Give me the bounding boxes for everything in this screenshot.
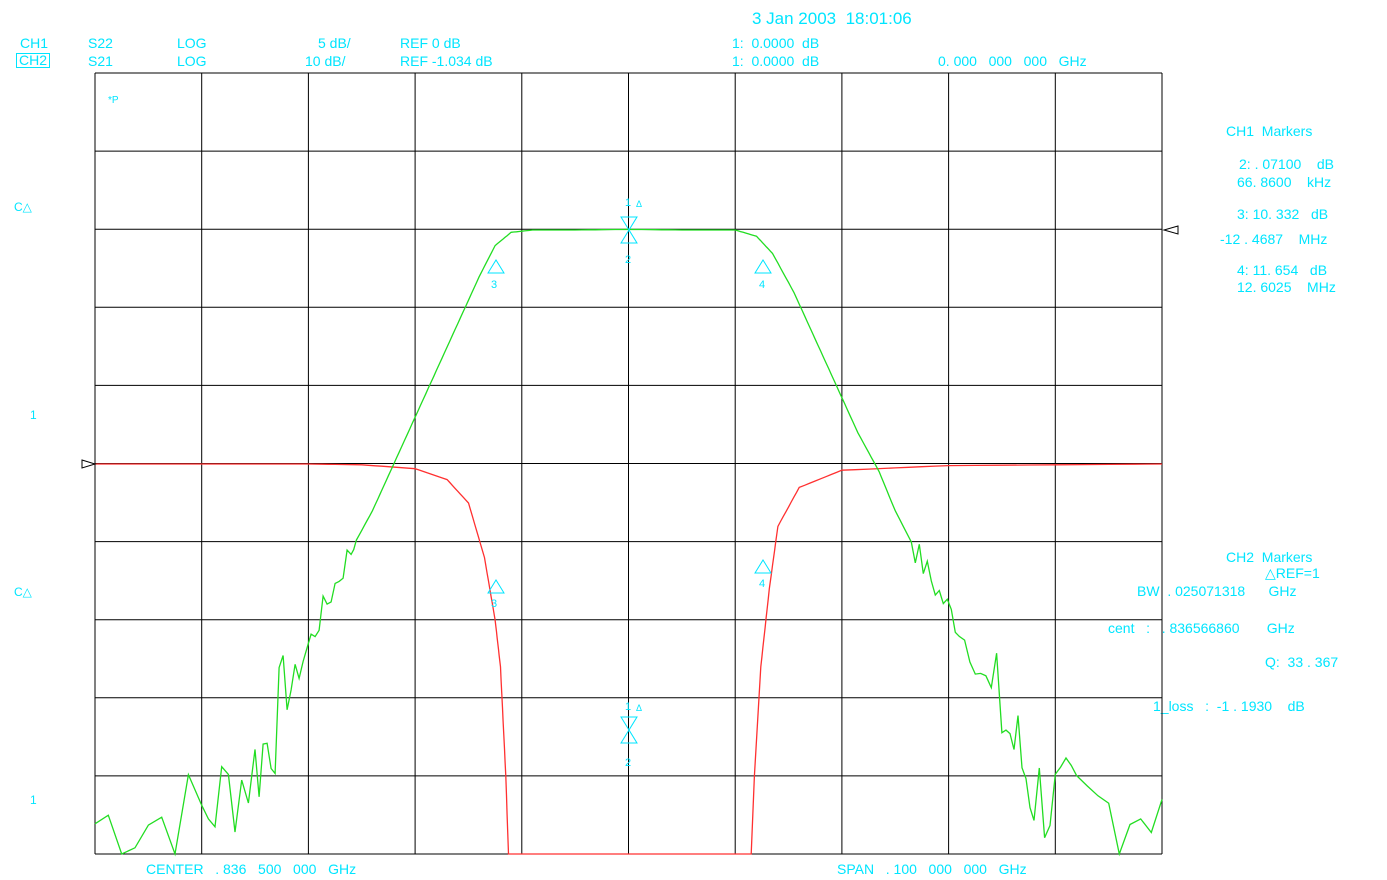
- left-label-c-bottom: C△: [14, 585, 32, 599]
- marker-1-s22-delta: Δ: [636, 703, 642, 713]
- footer-center-frequency: CENTER . 836 500 000 GHz: [146, 861, 357, 877]
- marker-3-s21-label: 3: [491, 279, 497, 291]
- marker-1-s21-delta: Δ: [636, 199, 642, 209]
- marker-4-s21-label: 4: [759, 279, 765, 291]
- ch2-delta-ref: △REF=1: [1265, 565, 1320, 581]
- footer-span: SPAN . 100 000 000 GHz: [837, 861, 1027, 877]
- ch2-bandwidth: BW . 025071318 GHz: [1137, 583, 1297, 599]
- marker-1-s21-label: 1: [625, 197, 631, 209]
- ch2-insertion-loss: 1_loss : -1 . 1930 dB: [1153, 698, 1305, 714]
- left-label-c-top: C△: [14, 200, 32, 214]
- ch2-label[interactable]: CH2: [16, 53, 51, 68]
- ch1-scale: 5 dB/: [318, 35, 351, 51]
- marker-1-s22-label: 1: [625, 701, 631, 713]
- marker-4-s22-icon: [754, 559, 772, 574]
- ch2-reference-pointer: [1162, 225, 1179, 235]
- ch2-q-factor: Q: 33 . 367: [1265, 654, 1339, 670]
- ch1-label[interactable]: CH1: [20, 35, 49, 51]
- marker-2-s22-label: 2: [625, 757, 631, 769]
- ch1-marker-2-frequency: 66. 8600 kHz: [1237, 174, 1332, 190]
- left-label-1-top: 1: [30, 408, 37, 422]
- ch1-parameter: S22: [88, 35, 113, 51]
- ch1-marker-2-value: 2: . 07100 dB: [1239, 156, 1334, 172]
- ch2-format: LOG: [177, 53, 207, 69]
- marker-3-s22-label: 3: [491, 598, 497, 610]
- ch2-marker-frequency: 0. 000 000 000 GHz: [938, 53, 1087, 69]
- ch1-format: LOG: [177, 35, 207, 51]
- ch2-center: cent : . 836566860 GHz: [1108, 620, 1295, 636]
- marker-4-s21-icon: [754, 259, 772, 274]
- ch2-reference: REF -1.034 dB: [400, 53, 493, 69]
- ch2-markers-title: CH2 Markers: [1226, 549, 1313, 565]
- marker-2-s22-icon: [620, 729, 638, 744]
- ch1-marker-3-frequency: -12 . 4687 MHz: [1220, 231, 1328, 247]
- ch1-reference: REF 0 dB: [400, 35, 461, 51]
- left-label-1-bottom: 1: [30, 793, 37, 807]
- ch1-marker-4-frequency: 12. 6025 MHz: [1237, 279, 1336, 295]
- ch1-markers-title: CH1 Markers: [1226, 123, 1313, 139]
- datetime: 3 Jan 2003 18:01:06: [752, 9, 912, 28]
- ch2-marker-readout: 1: 0.0000 dB: [732, 53, 820, 69]
- trace-s22: [95, 463, 1163, 855]
- ch1-marker-readout: 1: 0.0000 dB: [732, 35, 820, 51]
- marker-2-s21-label: 2: [625, 254, 631, 266]
- marker-2-s21-icon: [620, 229, 638, 244]
- marker-1-s21-icon: [620, 216, 638, 231]
- marker-4-s22-label: 4: [759, 578, 765, 590]
- marker-3-s22-icon: [487, 579, 505, 594]
- marker-1-s22-icon: [620, 716, 638, 731]
- ch1-reference-pointer: [81, 459, 97, 469]
- ch1-marker-3-value: 3: 10. 332 dB: [1237, 206, 1329, 222]
- ch2-parameter: S21: [88, 53, 113, 69]
- inplot-label: *P: [108, 95, 119, 106]
- ch1-marker-4-value: 4: 11. 654 dB: [1237, 262, 1328, 278]
- ch2-scale: 10 dB/: [305, 53, 346, 69]
- marker-3-s21-icon: [487, 259, 505, 274]
